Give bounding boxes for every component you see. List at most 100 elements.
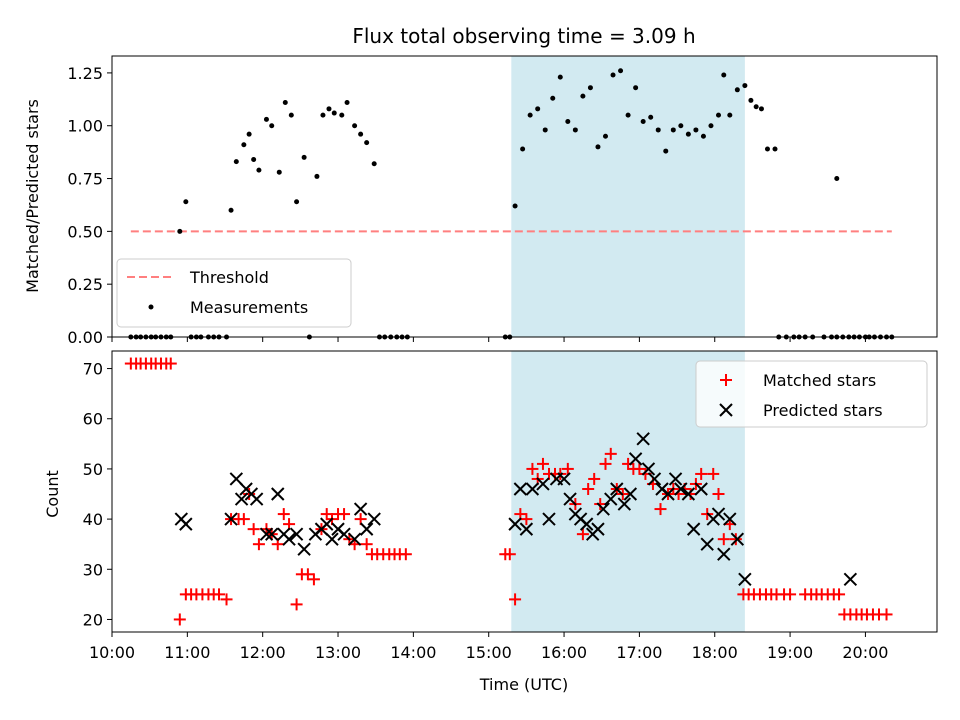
y-tick-label: 1.00: [67, 117, 103, 136]
matched-star-marker: [526, 462, 539, 475]
marker-stroke: [234, 492, 249, 506]
top-x-ticks: [111, 337, 866, 342]
predicted-star-marker: [337, 527, 351, 541]
y-tick-label: 30: [83, 560, 103, 579]
measurement-point: [527, 112, 533, 118]
measurement-point: [301, 154, 307, 160]
predicted-star-marker: [628, 452, 643, 466]
measurement-point: [772, 146, 778, 152]
measurement-point: [288, 112, 294, 118]
matched-star-marker: [307, 573, 320, 586]
marker-stroke: [591, 522, 605, 536]
matched-star-marker: [536, 457, 549, 470]
predicted-star-marker: [843, 572, 858, 587]
measurement-point: [633, 85, 639, 91]
predicted-star-marker: [661, 487, 675, 501]
measurement-point: [256, 167, 262, 173]
measurement-point: [663, 148, 669, 154]
y-tick-label: 50: [83, 460, 103, 479]
marker-stroke: [353, 502, 368, 516]
measurement-point: [602, 133, 608, 139]
measurement-point: [834, 176, 840, 182]
measurement-point: [233, 159, 239, 165]
predicted-star-marker: [579, 517, 594, 531]
measurement-point: [721, 72, 727, 78]
marker-stroke: [249, 492, 264, 506]
marker-stroke: [259, 527, 274, 541]
matched-star-marker: [271, 538, 284, 551]
predicted-star-marker: [282, 532, 296, 546]
marker-stroke: [320, 517, 334, 531]
matched-star-marker: [277, 508, 290, 521]
bottom-panel: 20 30 40 50 60 70 10:00 11:00 12:00 13:00 14:00 15…: [43, 350, 938, 694]
marker-stroke: [508, 517, 522, 531]
top-legend: Threshold Measurements: [116, 258, 352, 328]
x-tick-label: 18:00: [692, 643, 738, 662]
measurement-point: [246, 131, 252, 137]
x-tick-label: 17:00: [616, 643, 662, 662]
x-tick-label: 13:00: [315, 643, 361, 662]
marker-stroke: [738, 572, 752, 587]
matched-star-marker: [604, 447, 617, 460]
predicted-star-marker: [647, 472, 662, 486]
measurement-point: [550, 95, 556, 101]
measurement-point: [557, 74, 563, 80]
top-legend-box: [116, 258, 352, 328]
bottom-legend-box: [695, 360, 928, 428]
matched-star-marker: [354, 513, 367, 526]
measurement-point: [716, 112, 722, 118]
predicted-star-marker: [711, 507, 726, 521]
predicted-star-marker: [738, 572, 752, 587]
predicted-star-marker: [636, 432, 650, 446]
matched-star-marker: [503, 548, 516, 561]
measurement-point: [344, 99, 350, 105]
matched-star-marker: [582, 482, 595, 495]
measurement-point: [276, 169, 282, 175]
marker-stroke: [723, 512, 737, 526]
measurement-point: [753, 104, 759, 110]
matched-star-marker: [509, 593, 522, 606]
measurement-point: [708, 123, 714, 129]
predicted-star-marker: [359, 522, 374, 536]
marker-stroke: [367, 512, 381, 526]
bottom-y-ticks: 20 30 40 50 60 70: [83, 360, 112, 629]
measurement-point: [269, 123, 275, 129]
predicted-star-marker: [297, 542, 311, 556]
measurement-point: [648, 114, 654, 120]
measurement-point: [758, 106, 764, 112]
matched-star-marker: [399, 548, 412, 561]
measurement-point: [655, 127, 661, 133]
measurement-point: [670, 127, 676, 133]
measurement-point: [640, 118, 646, 124]
predicted-star-marker: [525, 482, 540, 496]
legend-predicted-label: Predicted stars: [763, 401, 883, 420]
x-tick-label: 14:00: [390, 643, 436, 662]
predicted-star-marker: [723, 512, 737, 526]
marker-stroke: [542, 512, 556, 526]
predicted-star-marker: [617, 497, 632, 511]
marker-stroke: [681, 487, 696, 501]
x-tick-label: 12:00: [240, 643, 286, 662]
measurement-point: [625, 112, 631, 118]
predicted-star-marker: [557, 472, 571, 486]
marker-stroke: [686, 522, 701, 536]
x-tick-label: 15:00: [466, 643, 512, 662]
measurement-point: [587, 85, 593, 91]
predicted-star-marker: [271, 487, 285, 501]
marker-stroke: [325, 532, 339, 546]
top-y-ticks: 0.00 0.25 0.50 0.75 1.00 1.25: [67, 64, 112, 347]
y-tick-label: 70: [83, 360, 103, 379]
bottom-x-ticks: 10:00 11:00 12:00 13:00 14:00 15:00 16:00 17:00…: [89, 632, 888, 662]
measurement-point: [241, 142, 247, 148]
predicted-star-marker: [542, 512, 556, 526]
matched-star-marker: [588, 472, 601, 485]
predicted-star-marker: [623, 487, 638, 501]
marker-stroke: [674, 482, 688, 496]
measurement-point: [727, 112, 733, 118]
x-tick-label: 19:00: [767, 643, 813, 662]
matched-star-marker: [252, 538, 265, 551]
bottom-y-axis-label: Count: [43, 470, 62, 518]
measurement-point: [364, 140, 370, 146]
predicted-star-marker: [686, 522, 701, 536]
